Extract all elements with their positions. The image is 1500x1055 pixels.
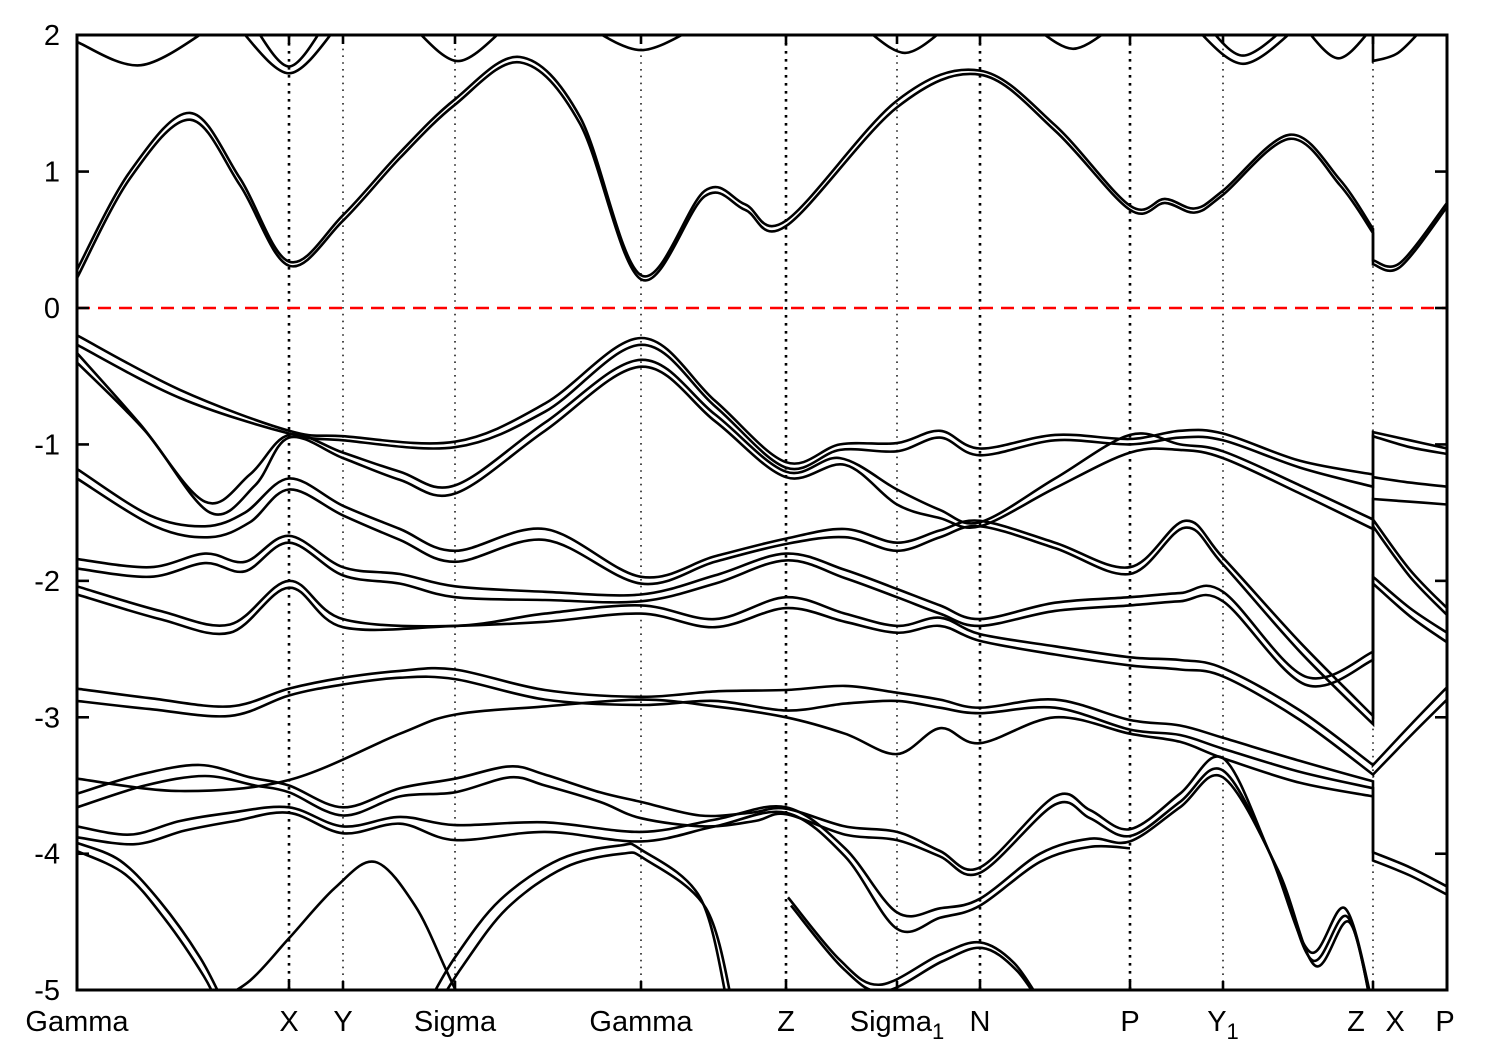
y-axis-tick-label: 0 — [44, 293, 60, 325]
valence-band-curve — [77, 849, 213, 990]
y-axis-tick-label: -1 — [34, 429, 60, 461]
valence-band-curve — [77, 698, 1374, 798]
conduction-band-curve — [77, 55, 1447, 278]
kpoint-label: Y — [333, 1006, 352, 1038]
valence-band-curve — [234, 860, 457, 990]
y-axis-tick-label: 2 — [44, 20, 60, 52]
valence-band-curve — [77, 810, 1131, 934]
kpoint-label: Sigma1 — [850, 1006, 944, 1044]
valence-band-curve — [77, 334, 1447, 476]
valence-band-curve — [77, 675, 1447, 896]
valence-band-curve — [77, 541, 1447, 688]
conduction-band-curve — [1200, 35, 1290, 66]
valence-band-curve — [77, 467, 1447, 720]
kpoint-label: P — [1435, 1006, 1454, 1038]
conduction-band-curve — [1371, 35, 1419, 63]
kpoint-label: Gamma — [589, 1006, 693, 1038]
conduction-band-curve — [1309, 35, 1368, 60]
valence-band-curve — [77, 767, 1370, 990]
y-axis-tick-label: -5 — [34, 975, 60, 1007]
y-axis-tick-label: 1 — [44, 157, 60, 189]
plot-frame — [75, 33, 1449, 992]
kpoint-label: X — [279, 1006, 298, 1038]
kpoint-label: X — [1385, 1006, 1404, 1038]
valence-band-curve — [77, 666, 1447, 888]
kpoint-label: Y1 — [1207, 1006, 1239, 1044]
valence-band-curve — [434, 842, 726, 990]
conduction-band-curve — [871, 35, 939, 55]
valence-band-curve — [77, 586, 1447, 778]
conduction-band-curve — [77, 61, 1447, 282]
valence-band-curve — [77, 343, 1447, 489]
valence-band-curve — [77, 352, 1447, 525]
valence-band-curve — [787, 896, 1035, 990]
conduction-band-curve — [77, 35, 202, 67]
y-axis-tick-label: -3 — [34, 702, 60, 734]
valence-band-curve — [77, 773, 1370, 990]
valence-band-curve — [77, 579, 1447, 769]
kpoint-label: P — [1120, 1006, 1139, 1038]
valence-band-curve — [77, 477, 1447, 728]
valence-band-curve — [77, 361, 1447, 532]
conduction-band-curve — [599, 35, 685, 52]
y-axis-tick-label: -4 — [34, 839, 60, 871]
conduction-band-curve — [1042, 35, 1104, 51]
valence-band-curve — [77, 841, 219, 990]
conduction-band-curve — [243, 35, 333, 75]
kpoint-label: Z — [1347, 1006, 1365, 1038]
kpoint-label: Sigma — [414, 1006, 497, 1038]
valence-band-curve — [445, 851, 731, 990]
kpoint-label: Z — [777, 1006, 795, 1038]
y-axis-tick-label: -2 — [34, 566, 60, 598]
kpoint-label: Gamma — [25, 1006, 129, 1038]
conduction-band-curve — [419, 35, 499, 63]
kpoint-label: N — [970, 1006, 991, 1038]
conduction-band-curve — [1213, 35, 1279, 57]
valence-band-curve — [790, 904, 1034, 990]
valence-band-curve — [77, 534, 1447, 680]
